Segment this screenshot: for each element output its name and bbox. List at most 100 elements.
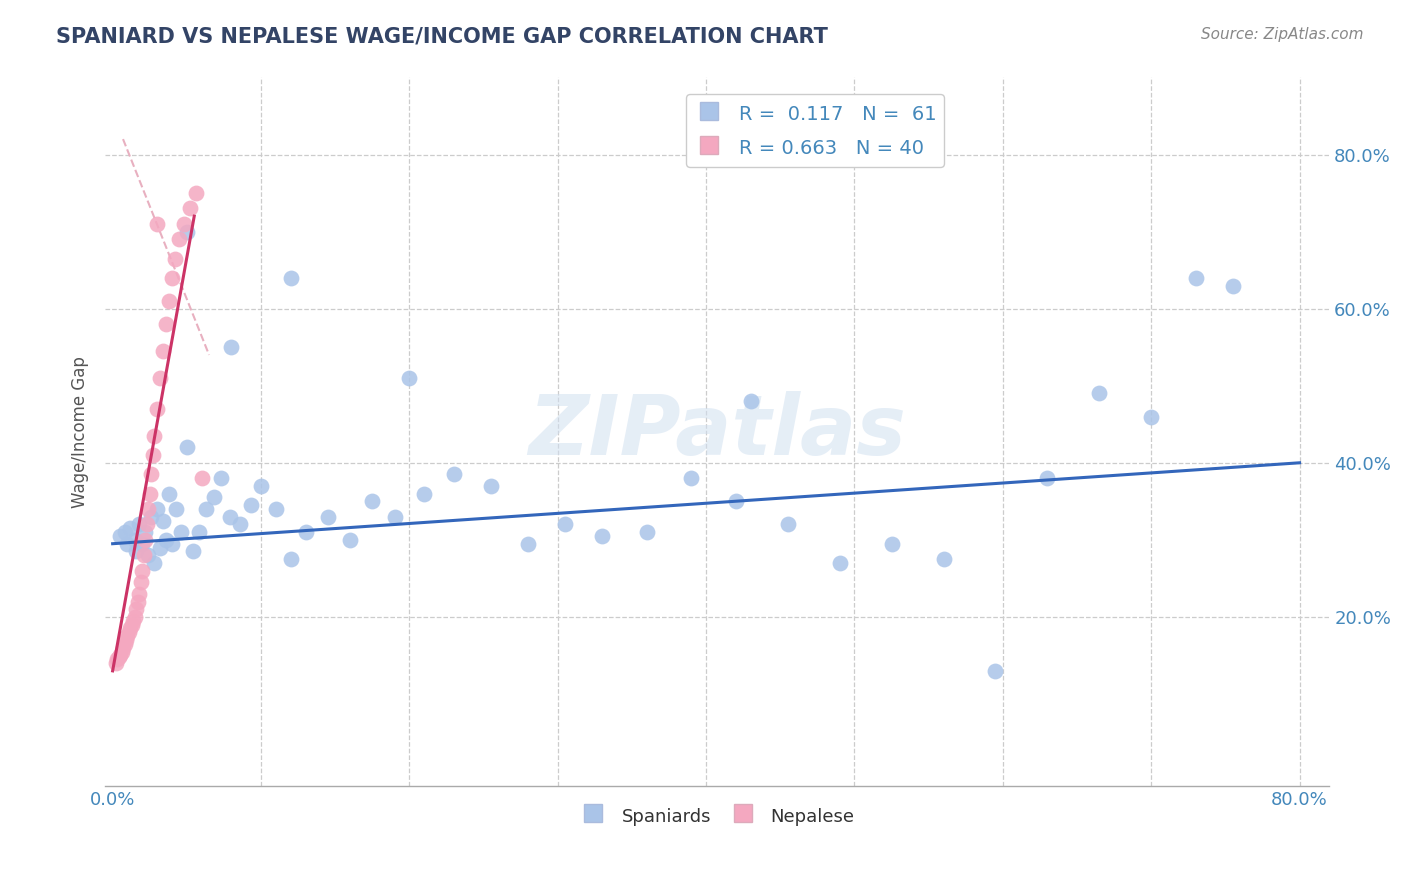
Text: SPANIARD VS NEPALESE WAGE/INCOME GAP CORRELATION CHART: SPANIARD VS NEPALESE WAGE/INCOME GAP COR… xyxy=(56,27,828,46)
Point xyxy=(111,640,134,655)
Point xyxy=(120,521,142,535)
Point xyxy=(155,317,177,331)
Point xyxy=(160,537,183,551)
Point xyxy=(135,517,157,532)
Point xyxy=(176,441,198,455)
Point xyxy=(229,517,252,532)
Point xyxy=(128,517,150,532)
Point xyxy=(1140,409,1163,424)
Point xyxy=(176,225,198,239)
Point xyxy=(184,186,207,200)
Point xyxy=(163,252,186,266)
Point xyxy=(117,629,139,643)
Point xyxy=(114,525,136,540)
Point xyxy=(110,645,132,659)
Point xyxy=(202,491,225,505)
Point xyxy=(114,637,136,651)
Text: Source: ZipAtlas.com: Source: ZipAtlas.com xyxy=(1201,27,1364,42)
Point xyxy=(280,270,302,285)
Point xyxy=(125,544,148,558)
Point xyxy=(187,525,209,540)
Point xyxy=(170,525,193,540)
Point xyxy=(443,467,465,482)
Point xyxy=(127,594,149,608)
Point xyxy=(146,401,169,416)
Point xyxy=(250,479,273,493)
Point xyxy=(143,556,166,570)
Point xyxy=(108,648,131,663)
Point xyxy=(1222,278,1244,293)
Point xyxy=(115,633,138,648)
Point xyxy=(121,617,143,632)
Point xyxy=(149,371,172,385)
Point xyxy=(132,549,155,563)
Point xyxy=(179,202,201,216)
Point xyxy=(142,448,165,462)
Point xyxy=(636,525,658,540)
Point xyxy=(128,587,150,601)
Point xyxy=(157,293,180,308)
Point xyxy=(1088,386,1111,401)
Point xyxy=(384,509,406,524)
Point xyxy=(195,502,218,516)
Point xyxy=(141,467,163,482)
Point xyxy=(280,552,302,566)
Point xyxy=(146,217,169,231)
Point xyxy=(152,344,174,359)
Point xyxy=(264,502,287,516)
Point xyxy=(181,544,204,558)
Y-axis label: Wage/Income Gap: Wage/Income Gap xyxy=(72,356,89,508)
Point xyxy=(152,514,174,528)
Point xyxy=(134,533,156,547)
Point xyxy=(479,479,502,493)
Point xyxy=(136,549,159,563)
Point xyxy=(165,502,187,516)
Point xyxy=(932,552,955,566)
Point xyxy=(173,217,195,231)
Point xyxy=(117,537,139,551)
Point xyxy=(124,610,146,624)
Point xyxy=(740,394,762,409)
Point xyxy=(880,537,903,551)
Point xyxy=(146,502,169,516)
Point xyxy=(1036,471,1059,485)
Legend: Spaniards, Nepalese: Spaniards, Nepalese xyxy=(572,797,862,834)
Point xyxy=(294,525,316,540)
Point xyxy=(339,533,361,547)
Point xyxy=(316,509,339,524)
Point xyxy=(122,614,145,628)
Point xyxy=(681,471,703,485)
Point xyxy=(413,486,436,500)
Point xyxy=(131,537,153,551)
Point xyxy=(105,652,128,666)
Point xyxy=(143,429,166,443)
Point xyxy=(141,509,163,524)
Point xyxy=(160,270,183,285)
Point xyxy=(138,486,160,500)
Point xyxy=(517,537,540,551)
Point xyxy=(361,494,384,508)
Point xyxy=(724,494,747,508)
Point xyxy=(136,502,159,516)
Point xyxy=(129,575,152,590)
Point xyxy=(190,471,212,485)
Point xyxy=(107,650,129,665)
Point xyxy=(149,541,172,555)
Point xyxy=(239,498,262,512)
Point xyxy=(221,340,243,354)
Point xyxy=(398,371,420,385)
Point xyxy=(218,509,240,524)
Point xyxy=(125,602,148,616)
Point xyxy=(118,625,141,640)
Point xyxy=(828,556,851,570)
Point xyxy=(155,533,177,547)
Point xyxy=(1184,270,1206,285)
Point xyxy=(169,232,191,246)
Point xyxy=(157,486,180,500)
Point xyxy=(134,525,156,540)
Point xyxy=(104,656,127,670)
Point xyxy=(984,664,1007,678)
Point xyxy=(120,622,142,636)
Point xyxy=(776,517,799,532)
Point xyxy=(108,529,131,543)
